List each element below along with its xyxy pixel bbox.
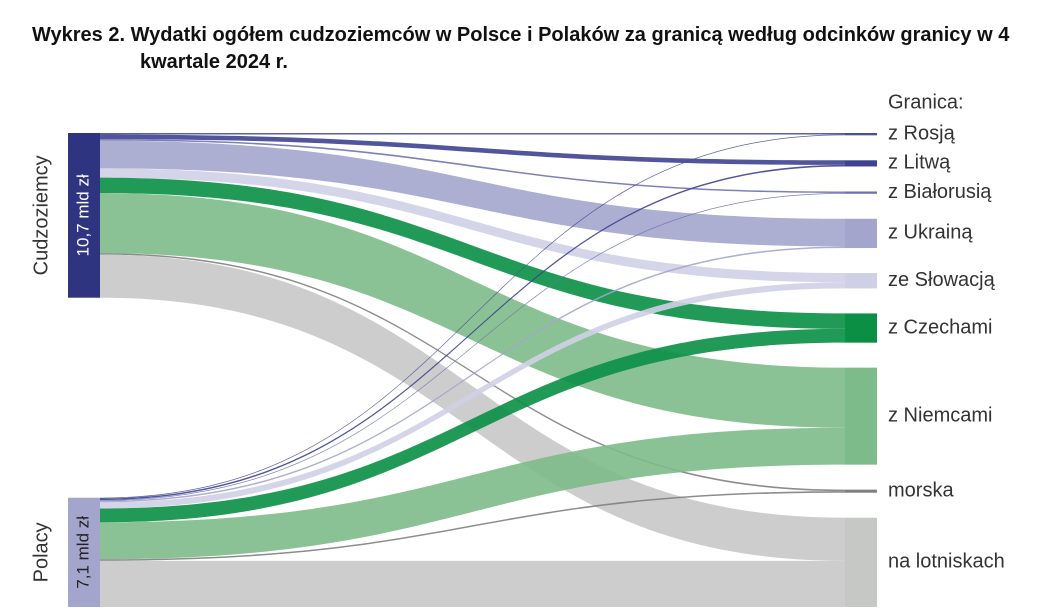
target-label: morska: [888, 479, 954, 501]
source-node: [68, 497, 100, 607]
target-label: z Niemcami: [888, 404, 992, 426]
target-node: [845, 367, 877, 465]
target-label: z Czechami: [888, 316, 992, 338]
legend-title: Granica:: [888, 91, 964, 113]
flow: [100, 134, 845, 499]
flow: [100, 491, 845, 561]
target-node: [845, 133, 877, 136]
target-node: [845, 489, 877, 493]
flow: [100, 140, 845, 247]
target-node: [845, 273, 877, 289]
target-node: [845, 191, 877, 194]
flow: [100, 177, 845, 329]
flow: [100, 139, 845, 194]
target-label: z Litwą: [888, 152, 951, 174]
source-node: [68, 133, 100, 298]
flow: [100, 168, 845, 283]
flow: [100, 328, 845, 523]
flow: [100, 193, 845, 501]
target-node: [845, 313, 877, 343]
target-node: [845, 218, 877, 249]
flow: [100, 164, 845, 501]
flow: [100, 282, 845, 509]
source-name: Polacy: [30, 522, 52, 582]
chart-title: Wykres 2. Wydatki ogółem cudzoziemców w …: [32, 24, 1010, 73]
target-node: [845, 517, 877, 607]
source-value-label: 10,7 mld zł: [73, 174, 92, 256]
target-label: z Białorusią: [888, 181, 992, 203]
flow: [100, 427, 845, 560]
flow: [100, 133, 845, 135]
flow: [100, 253, 845, 492]
source-value-label: 7,1 mld zł: [73, 516, 92, 589]
target-node: [845, 160, 877, 167]
flow: [100, 254, 845, 561]
links: [100, 133, 845, 607]
target-label: z Rosją: [888, 122, 956, 144]
target-label: ze Słowacją: [888, 269, 996, 291]
source-name: Cudzoziemcy: [30, 155, 52, 275]
target-label: na lotniskach: [888, 551, 1005, 573]
target-label: z Ukrainą: [888, 222, 973, 244]
flow: [100, 560, 845, 607]
flow: [100, 246, 845, 503]
flow: [100, 193, 845, 428]
flow: [100, 134, 845, 165]
